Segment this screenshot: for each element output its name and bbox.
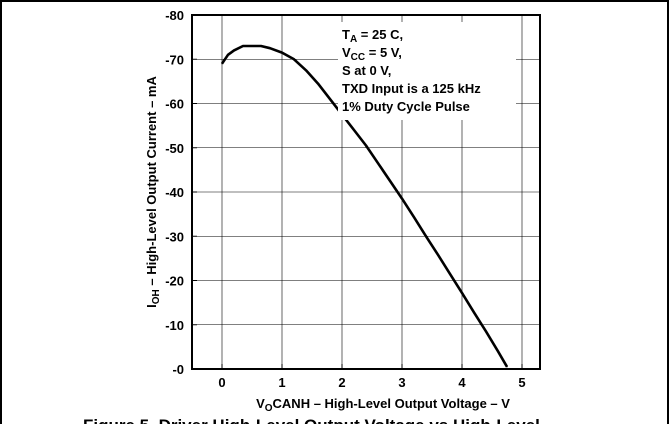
x-tick-label: 5 [518,375,525,390]
data-point [251,45,253,47]
x-axis-label-sub: O [265,403,273,414]
plot-area: -80 -70 -60 -50 -40 -30 -20 -10 -0 0 1 2 3 4 5 TA = 2… [165,8,541,390]
data-point [425,235,427,237]
data-point [293,58,295,60]
data-point [413,216,415,218]
figure-caption: Figure 5. Driver High-Level Output Volta… [83,416,540,424]
y-tick-label: -0 [172,362,184,377]
data-point [329,98,331,100]
annotation-line: S at 0 V, [342,63,391,78]
x-tick-label: 1 [278,375,285,390]
y-tick-label: -20 [165,274,184,289]
y-axis-ticks: -80 -70 -60 -50 -40 -30 -20 -10 -0 [165,8,197,377]
x-tick-label: 0 [218,375,225,390]
x-tick-label: 2 [338,375,345,390]
data-point [437,254,439,256]
x-axis-label: VOCANH – High-Level Output Voltage – V [256,396,510,414]
annotation-line: TXD Input is a 125 kHz [342,81,481,96]
data-point [227,54,229,56]
data-point [497,350,499,352]
x-axis-label-prefix: V [256,396,265,411]
y-axis-label: IOH – High-Level Output Current – mA [144,76,162,308]
x-tick-label: 4 [458,375,466,390]
data-point [485,330,487,332]
data-point [233,49,235,52]
data-point [449,273,451,275]
y-axis-label-rest: – High-Level Output Current – mA [144,76,159,290]
data-point [377,162,379,164]
y-tick-label: -30 [165,229,184,244]
data-point [281,52,283,54]
annotation-line: 1% Duty Cycle Pulse [342,99,470,114]
y-tick-label: -40 [165,185,184,200]
y-tick-label: -60 [165,97,184,112]
y-tick-label: -50 [165,141,184,156]
y-tick-label: -80 [165,8,184,23]
annotation-box [338,22,516,120]
data-point [269,47,271,49]
data-point [389,180,391,182]
data-point [305,69,307,71]
x-axis-label-rest: CANH – High-Level Output Voltage – V [273,396,511,411]
annotation-line: TA = 25 C, [342,27,403,45]
data-point [473,311,475,313]
annotation-line: VCC = 5 V, [342,45,402,63]
data-point [221,63,223,65]
data-point [317,83,319,85]
data-point [260,45,262,47]
data-point [506,366,508,368]
data-point [365,144,367,147]
data-point [353,129,355,131]
x-tick-label: 3 [398,375,405,390]
annotation-text: TA = 25 C,VCC = 5 V,S at 0 V, TXD Input i… [342,27,481,114]
y-axis-label-prefix: I [144,304,159,308]
data-point [461,292,463,294]
y-tick-label: -10 [165,318,184,333]
y-tick-label: -70 [165,52,184,67]
data-point [401,198,403,200]
x-axis-ticks: 0 1 2 3 4 5 [218,364,526,390]
data-point [242,45,244,47]
y-axis-label-sub: OH [151,289,162,304]
